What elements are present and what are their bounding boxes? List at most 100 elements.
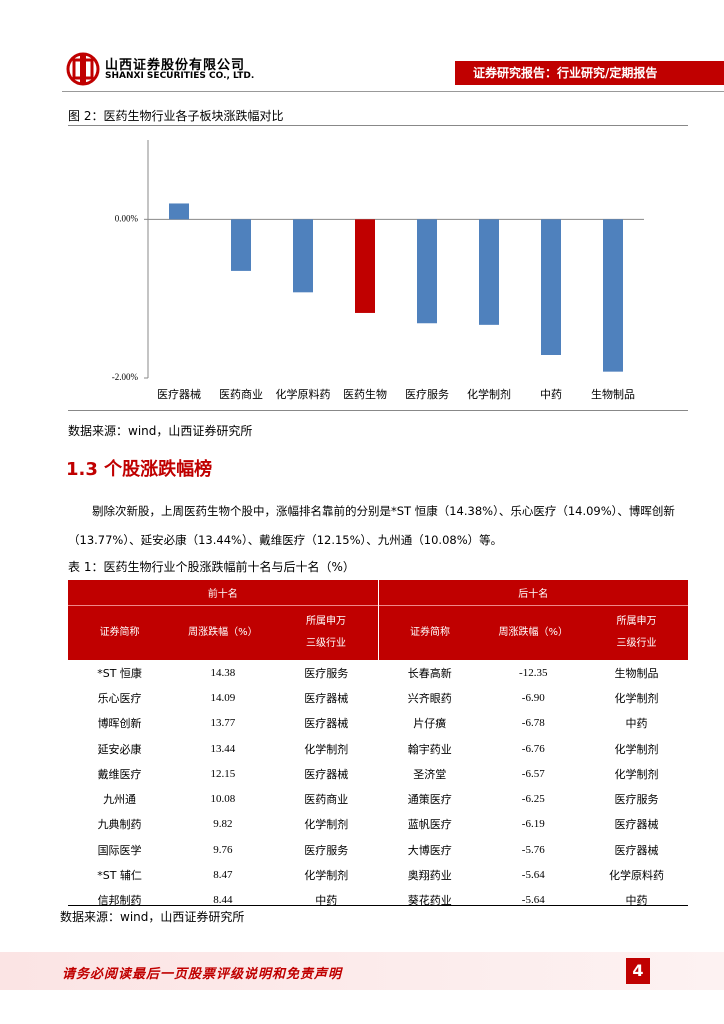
rule bbox=[68, 905, 688, 906]
cell: 戴维医疗 bbox=[97, 767, 142, 781]
cell: 13.44 bbox=[210, 742, 236, 755]
cell: 延安必康 bbox=[97, 742, 142, 756]
cell: 中药 bbox=[625, 894, 648, 908]
cell: 蓝帆医疗 bbox=[407, 818, 452, 832]
cell: -5.64 bbox=[521, 894, 545, 907]
cell: 九州通 bbox=[103, 793, 137, 807]
cell: 9.76 bbox=[213, 843, 233, 856]
figure-title: 图 2：医药生物行业各子板块涨跌幅对比 bbox=[68, 109, 284, 123]
footer-band bbox=[0, 952, 724, 990]
cell: 化学制剂 bbox=[304, 869, 349, 883]
header-line: 证券简称 bbox=[99, 627, 140, 638]
row: 博晖创新 13.77 医疗器械 片仔癀 -6.78 中药 bbox=[68, 711, 688, 736]
cell: -6.90 bbox=[521, 691, 545, 704]
figure-source: 数据来源：wind，山西证券研究所 bbox=[68, 424, 253, 438]
cell: 医疗器械 bbox=[614, 818, 659, 832]
cell: *ST 辅仁 bbox=[97, 869, 142, 883]
group-row: 前十名 后十名 bbox=[68, 580, 688, 606]
x-tick-label: 化学制剂 bbox=[467, 387, 511, 401]
cell: 化学原料药 bbox=[608, 869, 664, 883]
cell: *ST 恒康 bbox=[97, 666, 142, 680]
company-en: SHANXI SECURITIES CO., LTD. bbox=[105, 71, 255, 81]
row: 九州通 10.08 医药商业 通策医疗 -6.25 医疗服务 bbox=[68, 786, 688, 811]
cell: 化学制剂 bbox=[304, 818, 349, 832]
cell: 信邦制药 bbox=[97, 894, 142, 908]
bar bbox=[479, 219, 499, 325]
chart: 0.00% -2.00% 医疗器械 医药商业 化学原料药 医药生物 医疗服务 化学制剂 中药 生物… bbox=[112, 140, 644, 401]
column-header: 所属申万 三级行业 bbox=[584, 605, 688, 660]
cell: 中药 bbox=[625, 717, 648, 731]
table-title: 表 1：医药生物行业个股涨跌幅前十名与后十名（%） bbox=[68, 560, 355, 574]
header-line: 三级行业 bbox=[616, 638, 657, 649]
table: 前十名 后十名 证券简称 周涨跌幅（%） 所属申万 三级行业 证券简称 周涨跌幅（%） 所属申万… bbox=[68, 580, 688, 913]
x-tick-label: 生物制品 bbox=[591, 387, 635, 401]
table-source: 数据来源：wind，山西证券研究所 bbox=[60, 910, 245, 924]
x-tick-label: 中药 bbox=[540, 388, 562, 401]
bar bbox=[169, 203, 189, 220]
header-rule bbox=[62, 91, 724, 92]
cell: 8.47 bbox=[213, 869, 233, 882]
row: 国际医学 9.76 医疗服务 大博医疗 -5.76 医疗器械 bbox=[68, 837, 688, 862]
column-header: 周涨跌幅（%） bbox=[171, 605, 275, 660]
x-tick-label: 医疗服务 bbox=[405, 387, 449, 401]
cell: 通策医疗 bbox=[407, 793, 452, 807]
rule bbox=[68, 410, 688, 411]
company-cn: 山西证券股份有限公司 bbox=[105, 58, 246, 73]
cell: 医疗器械 bbox=[304, 717, 349, 731]
y-tick-label: 0.00% bbox=[115, 213, 139, 223]
cell: 10.08 bbox=[210, 793, 236, 806]
cell: 乐心医疗 bbox=[97, 691, 142, 705]
group-header: 后十名 bbox=[377, 580, 688, 606]
cell: 医疗服务 bbox=[304, 843, 349, 857]
cell: 生物制品 bbox=[614, 666, 659, 680]
row: 乐心医疗 14.09 医疗器械 兴齐眼药 -6.90 化学制剂 bbox=[68, 685, 688, 710]
header-line: 所属申万 bbox=[306, 616, 347, 627]
cell: 14.09 bbox=[210, 691, 236, 704]
column-header: 所属申万 三级行业 bbox=[274, 605, 379, 660]
cell: -12.35 bbox=[519, 666, 548, 679]
cell: 圣济堂 bbox=[413, 767, 447, 781]
bar bbox=[541, 219, 561, 355]
disclaimer: 请务必阅读最后一页股票评级说明和免责声明 bbox=[62, 967, 343, 982]
column-header: 证券简称 bbox=[68, 605, 172, 660]
cell: 医疗器械 bbox=[304, 691, 349, 705]
paragraph: 剔除次新股，上周医药生物个股中，涨幅排名靠前的分别是*ST 恒康（14.38%）… bbox=[68, 504, 675, 547]
cell: 片仔癀 bbox=[413, 717, 447, 731]
header-row: 证券简称 周涨跌幅（%） 所属申万 三级行业 证券简称 周涨跌幅（%） 所属申万 三级行业 bbox=[68, 605, 688, 660]
cell: 翰宇药业 bbox=[407, 742, 452, 756]
bar bbox=[603, 219, 623, 372]
cell: 9.82 bbox=[213, 818, 233, 831]
cell: 医疗器械 bbox=[614, 843, 659, 857]
cell: 中药 bbox=[315, 894, 338, 908]
logo bbox=[66, 52, 100, 86]
bar bbox=[355, 219, 375, 313]
cell: -6.25 bbox=[521, 793, 545, 806]
header-line: 周涨跌幅（%） bbox=[498, 627, 568, 638]
cell: 国际医学 bbox=[97, 843, 142, 857]
cell: -5.76 bbox=[521, 843, 545, 856]
cell: 13.77 bbox=[210, 717, 236, 730]
cell: -6.57 bbox=[521, 767, 545, 780]
header-line: 证券简称 bbox=[410, 627, 451, 638]
cell: 兴齐眼药 bbox=[407, 691, 452, 705]
cell: 博晖创新 bbox=[97, 717, 142, 731]
section-title: 1.3 个股涨跌幅榜 bbox=[66, 459, 213, 480]
y-tick-label: -2.00% bbox=[112, 372, 139, 382]
x-tick-label: 化学原料药 bbox=[276, 387, 331, 401]
bar bbox=[231, 219, 251, 271]
bar bbox=[293, 219, 313, 293]
cell: 大博医疗 bbox=[407, 843, 452, 857]
header-line: 三级行业 bbox=[306, 638, 347, 649]
cell: 化学制剂 bbox=[304, 742, 349, 756]
column-header: 周涨跌幅（%） bbox=[481, 605, 585, 660]
cell: -6.19 bbox=[521, 818, 545, 831]
rule bbox=[68, 125, 688, 126]
cell: 医疗器械 bbox=[304, 767, 349, 781]
x-tick-label: 医药商业 bbox=[219, 387, 263, 401]
header-line: 所属申万 bbox=[616, 616, 657, 627]
x-tick-label: 医疗器械 bbox=[157, 387, 201, 401]
row: 延安必康 13.44 化学制剂 翰宇药业 -6.76 化学制剂 bbox=[68, 736, 688, 761]
row: 九典制药 9.82 化学制剂 蓝帆医疗 -6.19 医疗器械 bbox=[68, 812, 688, 837]
cell: 14.38 bbox=[210, 666, 236, 679]
